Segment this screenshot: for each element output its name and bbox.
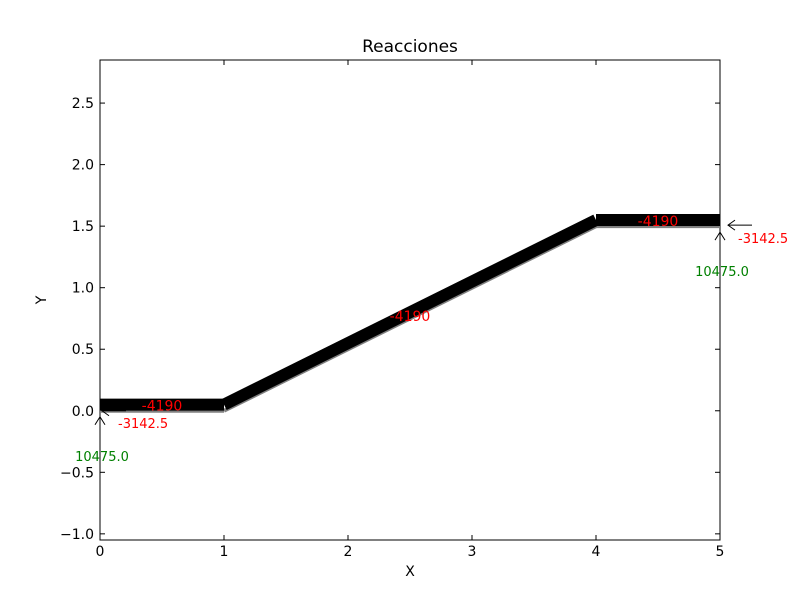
x-tick-label: 1 (220, 544, 229, 560)
x-axis-label: X (405, 564, 415, 580)
x-tick-label: 0 (96, 544, 105, 560)
y-tick-label: −0.5 (60, 465, 94, 481)
plot-area: 0 1 2 3 4 5 −1.0 −0.5 0.0 0.5 1.0 1.5 2.0 2.5 -4190 -41… (60, 59, 788, 560)
x-tick-label: 3 (468, 544, 477, 560)
reaction-horizontal-arrowhead (101, 405, 110, 417)
x-tick-label: 5 (716, 544, 725, 560)
reaction-horizontal-arrowhead (727, 219, 736, 231)
member-bar (221, 214, 599, 410)
member-force-label: -4190 (142, 399, 183, 415)
reaction-vertical-arrowhead (714, 231, 726, 241)
plot-frame (99, 59, 721, 541)
y-tick-label: 1.0 (72, 281, 94, 297)
member-force-label: -4190 (390, 309, 431, 325)
y-tick-label: 1.5 (72, 219, 94, 235)
y-tick-label: 0.5 (72, 342, 94, 358)
y-tick-label: −1.0 (60, 527, 94, 543)
reaction-vertical-value: 10475.0 (75, 450, 129, 465)
reaction-horizontal-value: -3142.5 (738, 232, 788, 247)
x-tick-label: 2 (344, 544, 353, 560)
y-tick-label: 2.0 (72, 158, 94, 174)
reaction-horizontal-value: -3142.5 (118, 417, 168, 432)
y-tick-label: 2.5 (72, 96, 94, 112)
member-force-label: -4190 (638, 214, 679, 230)
reaction-vertical-value: 10475.0 (695, 265, 749, 280)
y-axis-label: Y (34, 295, 50, 305)
reaction-vertical-arrowhead (94, 415, 106, 426)
x-tick-label: 4 (592, 544, 601, 560)
y-tick-label: 0.0 (72, 404, 94, 420)
chart-title: Reacciones (362, 37, 458, 57)
